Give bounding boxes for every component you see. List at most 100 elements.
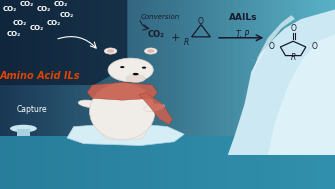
Text: CO₂: CO₂	[13, 20, 27, 26]
Bar	[113, 0, 118, 189]
Bar	[63, 0, 68, 189]
Bar	[92, 0, 97, 189]
Polygon shape	[139, 93, 173, 125]
Bar	[130, 0, 135, 189]
Bar	[88, 0, 93, 189]
Bar	[331, 0, 335, 189]
Bar	[268, 0, 273, 189]
Bar	[176, 0, 181, 189]
Bar	[126, 0, 131, 189]
Polygon shape	[268, 34, 335, 155]
Text: R: R	[290, 53, 296, 62]
Bar	[251, 0, 256, 189]
Bar	[142, 0, 147, 189]
Text: CO₂: CO₂	[37, 6, 51, 12]
Bar	[168, 0, 172, 189]
Bar	[46, 0, 51, 189]
Text: O: O	[290, 24, 296, 33]
Bar	[272, 0, 277, 189]
Bar	[96, 0, 101, 189]
Ellipse shape	[10, 125, 37, 132]
Ellipse shape	[104, 48, 117, 54]
Ellipse shape	[142, 67, 146, 69]
Bar	[0, 0, 5, 189]
Text: AAILs: AAILs	[228, 12, 257, 22]
Bar	[243, 0, 248, 189]
Text: O: O	[198, 17, 204, 26]
Text: +: +	[171, 33, 181, 43]
Text: O: O	[311, 43, 317, 51]
Text: CO₂: CO₂	[6, 31, 20, 37]
Bar	[276, 0, 281, 189]
Bar	[100, 0, 105, 189]
Bar	[247, 0, 252, 189]
Bar	[293, 0, 298, 189]
Bar	[67, 0, 72, 189]
Bar	[117, 0, 122, 189]
Bar	[121, 0, 126, 189]
Text: Amino Acid ILs: Amino Acid ILs	[0, 71, 80, 81]
Bar	[226, 0, 231, 189]
Bar	[230, 0, 235, 189]
Polygon shape	[0, 0, 127, 85]
Bar	[314, 0, 319, 189]
Text: CO₂: CO₂	[30, 25, 44, 31]
Polygon shape	[228, 9, 335, 155]
Bar	[147, 0, 151, 189]
Polygon shape	[87, 82, 157, 100]
Bar	[34, 0, 38, 189]
Polygon shape	[67, 123, 184, 146]
Text: O: O	[269, 43, 275, 51]
Bar	[105, 0, 110, 189]
Ellipse shape	[78, 100, 103, 108]
Bar	[134, 0, 139, 189]
Bar	[214, 0, 218, 189]
Text: Conversion: Conversion	[141, 14, 180, 20]
Bar	[239, 0, 244, 189]
Bar	[159, 0, 164, 189]
Text: Capture: Capture	[17, 105, 47, 114]
Ellipse shape	[107, 49, 114, 53]
Text: CO₂: CO₂	[47, 20, 61, 26]
Bar	[222, 0, 227, 189]
Bar	[255, 0, 260, 189]
Bar	[25, 0, 30, 189]
Bar	[260, 0, 264, 189]
Bar	[50, 0, 55, 189]
Bar	[193, 0, 197, 189]
Bar	[80, 0, 84, 189]
Bar	[163, 0, 168, 189]
Text: CO₂: CO₂	[53, 1, 67, 7]
Bar	[318, 0, 323, 189]
Polygon shape	[251, 15, 295, 76]
Bar	[205, 0, 210, 189]
Bar	[322, 0, 327, 189]
Bar	[197, 0, 202, 189]
Bar	[264, 0, 269, 189]
Text: CO₂: CO₂	[147, 29, 164, 39]
Bar	[42, 0, 47, 189]
Bar	[59, 0, 63, 189]
Bar	[218, 0, 222, 189]
Bar	[289, 0, 294, 189]
Text: CO₂: CO₂	[3, 6, 17, 12]
Bar	[29, 0, 34, 189]
Bar	[21, 0, 26, 189]
Bar	[109, 0, 114, 189]
Bar	[306, 0, 311, 189]
Bar	[281, 0, 285, 189]
Bar	[4, 0, 9, 189]
Bar	[201, 0, 206, 189]
Bar	[0, 136, 335, 189]
Bar	[17, 0, 21, 189]
Ellipse shape	[126, 74, 145, 82]
Text: R: R	[183, 38, 189, 47]
Ellipse shape	[147, 49, 154, 53]
Ellipse shape	[133, 73, 139, 75]
Bar	[302, 0, 306, 189]
Ellipse shape	[108, 58, 153, 82]
Bar	[13, 0, 17, 189]
Bar	[285, 0, 289, 189]
Bar	[84, 0, 88, 189]
Polygon shape	[17, 129, 30, 136]
